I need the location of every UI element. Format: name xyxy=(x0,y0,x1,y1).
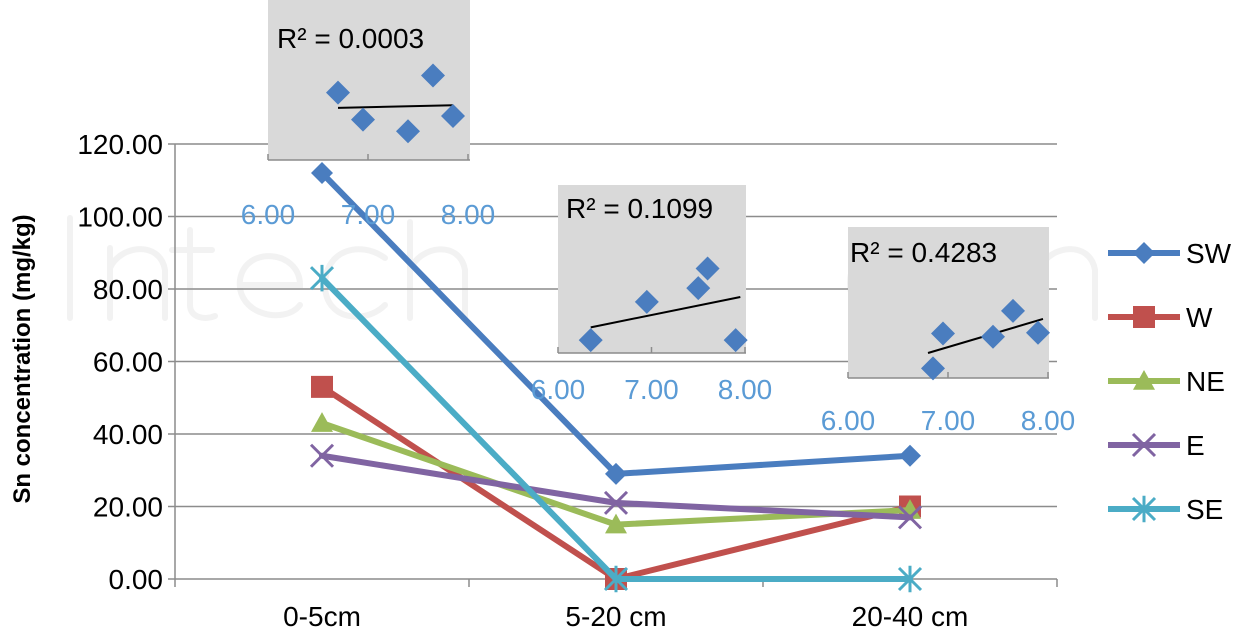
legend-marker xyxy=(1133,370,1155,390)
inset-x-tick-label: 6.00 xyxy=(241,199,296,230)
data-point xyxy=(605,462,627,485)
legend-label: SE xyxy=(1186,494,1223,525)
r-squared-label: R² = 0.1099 xyxy=(566,193,713,224)
inset-x-tick-label: 8.00 xyxy=(441,199,496,230)
inset-point xyxy=(441,104,465,128)
inset-point xyxy=(695,256,720,281)
data-point xyxy=(605,513,627,534)
x-tick-label: 20-40 cm xyxy=(852,601,969,632)
inset-point xyxy=(634,289,659,314)
legend-label: E xyxy=(1186,430,1205,461)
inset-point xyxy=(1001,298,1025,323)
series-lines xyxy=(309,162,923,593)
r-squared-label: R² = 0.4283 xyxy=(850,237,997,268)
legend-marker xyxy=(1133,306,1155,328)
inset-x-tick-label: 7.00 xyxy=(341,199,396,230)
data-point xyxy=(311,162,333,184)
inset-point xyxy=(1026,320,1050,345)
legend-label: SW xyxy=(1186,238,1232,269)
series-se xyxy=(309,264,923,593)
legend-marker xyxy=(1131,495,1157,523)
data-point xyxy=(897,505,923,530)
inset-point xyxy=(326,80,350,105)
legend-marker xyxy=(1131,432,1157,458)
data-point xyxy=(899,444,921,467)
data-point xyxy=(897,565,923,593)
inset-plot: R² = 0.1099 6.00 7.00 8.00 xyxy=(531,185,773,405)
inset-point xyxy=(351,107,375,132)
inset-x-tick-label: 8.00 xyxy=(718,374,773,405)
inset-point xyxy=(686,276,711,301)
inset-x-tick-label: 7.00 xyxy=(921,405,976,436)
legend-item-ne: NE xyxy=(1108,366,1225,397)
legend-label: W xyxy=(1186,302,1213,333)
y-tick-label: 20.00 xyxy=(93,492,163,523)
y-tick-label: 0.00 xyxy=(109,564,164,595)
x-tick-label: 5-20 cm xyxy=(565,601,666,632)
inset-point xyxy=(396,119,420,144)
inset-point xyxy=(578,328,603,353)
data-point xyxy=(311,412,333,432)
y-tick-labels: 0.00 20.00 40.00 60.00 80.00 100.00 120.00 xyxy=(77,129,163,595)
data-point xyxy=(603,565,629,593)
data-point xyxy=(309,443,335,468)
legend-marker xyxy=(1133,242,1155,264)
inset-x-tick-label: 6.00 xyxy=(531,374,586,405)
inset-x-tick-label: 6.00 xyxy=(821,405,876,436)
legend-item-e: E xyxy=(1108,430,1205,461)
legend-label: NE xyxy=(1186,366,1225,397)
legend: SW W NE E SE xyxy=(1108,238,1232,525)
legend-item-se: SE xyxy=(1108,494,1223,525)
inset-point xyxy=(931,321,955,346)
trendline xyxy=(337,104,454,109)
data-point xyxy=(309,264,335,292)
inset-point xyxy=(921,356,945,381)
inset-point xyxy=(723,328,748,353)
series-e xyxy=(309,443,923,530)
r-squared-label: R² = 0.0003 xyxy=(277,23,424,54)
data-point xyxy=(603,490,629,515)
series-sw xyxy=(311,162,921,485)
x-tick-label: 0-5cm xyxy=(283,601,361,632)
inset-scatter-plots: R² = 0.0003 6.00 7.00 8.00 R² = 0.1099 6.00 7.… xyxy=(241,0,1076,436)
y-tick-label: 120.00 xyxy=(77,129,163,160)
legend-item-w: W xyxy=(1108,302,1213,333)
inset-x-tick-label: 7.00 xyxy=(624,374,679,405)
x-tick-labels: 0-5cm 5-20 cm 20-40 cm xyxy=(283,601,968,632)
inset-x-tick-label: 8.00 xyxy=(1021,405,1076,436)
legend-item-sw: SW xyxy=(1108,238,1232,269)
inset-plot: R² = 0.4283 6.00 7.00 8.00 xyxy=(821,227,1076,436)
data-point xyxy=(311,375,333,398)
trendline xyxy=(590,296,741,329)
y-tick-label: 80.00 xyxy=(93,274,163,305)
y-axis-label: Sn concentration (mg/kg) xyxy=(9,214,36,503)
y-tick-label: 40.00 xyxy=(93,419,163,450)
inset-point xyxy=(421,63,445,88)
y-tick-label: 100.00 xyxy=(77,202,163,233)
y-tick-label: 60.00 xyxy=(93,347,163,378)
inset-plot: R² = 0.0003 6.00 7.00 8.00 xyxy=(241,0,496,230)
inset-point xyxy=(981,324,1005,349)
